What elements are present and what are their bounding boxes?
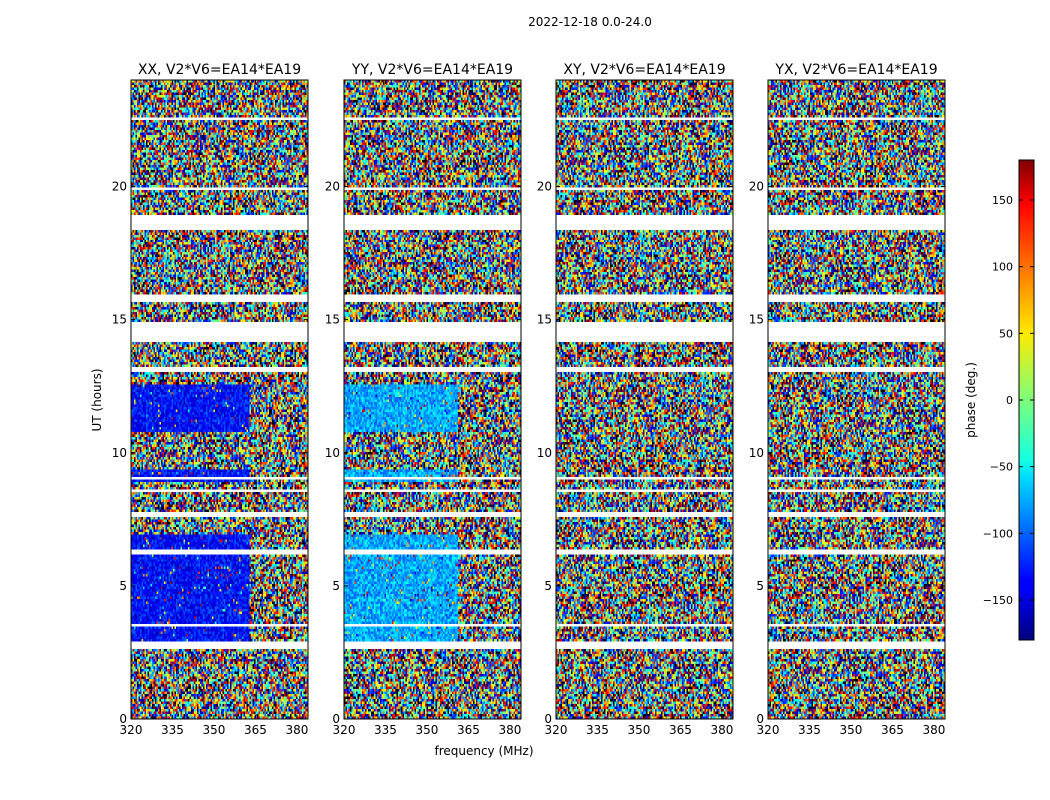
y-tick-label: 5 bbox=[332, 579, 340, 593]
x-tick-label: 365 bbox=[457, 723, 480, 737]
panel-title: XY, V2*V6=EA14*EA19 bbox=[563, 62, 725, 78]
y-tick-label: 15 bbox=[749, 313, 764, 327]
y-tick-label: 0 bbox=[756, 712, 764, 726]
x-tick-label: 335 bbox=[374, 723, 397, 737]
x-tick-label: 380 bbox=[710, 723, 733, 737]
y-tick-label: 0 bbox=[332, 712, 340, 726]
y-tick-label: 0 bbox=[544, 712, 552, 726]
panel-title: XX, V2*V6=EA14*EA19 bbox=[138, 62, 301, 78]
y-tick-label: 20 bbox=[749, 180, 764, 194]
x-tick-label: 350 bbox=[628, 723, 651, 737]
y-tick-label: 5 bbox=[119, 579, 127, 593]
x-tick-label: 365 bbox=[244, 723, 267, 737]
colorbar-ticks: 150 100 50 0 −50 −100 −150 bbox=[983, 194, 1034, 607]
y-tick-label: 0 bbox=[119, 712, 127, 726]
colorbar-tick-label: −50 bbox=[990, 461, 1013, 474]
phase-heatmap bbox=[344, 80, 521, 719]
y-tick-label: 5 bbox=[544, 579, 552, 593]
y-tick-label: 10 bbox=[325, 446, 340, 460]
phase-heatmap bbox=[131, 80, 308, 719]
x-tick-label: 350 bbox=[840, 723, 863, 737]
panel-title: YY, V2*V6=EA14*EA19 bbox=[351, 62, 513, 78]
colorbar-tick-label: 0 bbox=[1006, 394, 1013, 407]
y-tick-label: 20 bbox=[537, 180, 552, 194]
x-tick-label: 320 bbox=[333, 723, 356, 737]
colorbar-tick-label: 150 bbox=[992, 194, 1013, 207]
figure-suptitle: 2022-12-18 0.0-24.0 bbox=[528, 15, 652, 29]
x-tick-label: 365 bbox=[881, 723, 904, 737]
panel-3: XY, V2*V6=EA14*EA19 320 335 350 365 380 0 5 10 15… bbox=[537, 62, 734, 737]
colorbar-label: phase (deg.) bbox=[964, 362, 978, 438]
x-tick-label: 380 bbox=[922, 723, 945, 737]
colorbar-tick-label: −150 bbox=[983, 594, 1013, 607]
x-tick-label: 335 bbox=[161, 723, 184, 737]
axes-frame bbox=[343, 79, 522, 720]
x-tick-label: 320 bbox=[757, 723, 780, 737]
y-tick-label: 10 bbox=[112, 446, 127, 460]
x-tick-label: 350 bbox=[416, 723, 439, 737]
y-tick-label: 15 bbox=[325, 313, 340, 327]
x-tick-label: 320 bbox=[545, 723, 568, 737]
y-tick-label: 20 bbox=[325, 180, 340, 194]
panel-title: YX, V2*V6=EA14*EA19 bbox=[774, 62, 937, 78]
phase-heatmap bbox=[768, 80, 945, 719]
phase-heatmap bbox=[556, 80, 733, 719]
y-tick-label: 5 bbox=[756, 579, 764, 593]
y-tick-label: 15 bbox=[112, 313, 127, 327]
x-tick-label: 320 bbox=[120, 723, 143, 737]
x-tick-label: 335 bbox=[798, 723, 821, 737]
y-tick-label: 15 bbox=[537, 313, 552, 327]
panel-1: XX, V2*V6=EA14*EA19 320 335 350 365 380 0 5 10 15… bbox=[112, 62, 309, 737]
axes-frame bbox=[767, 79, 946, 720]
x-tick-label: 365 bbox=[669, 723, 692, 737]
y-axis-label: UT (hours) bbox=[90, 368, 104, 431]
x-tick-label: 335 bbox=[586, 723, 609, 737]
axes-frame bbox=[555, 79, 734, 720]
colorbar-tick-label: 50 bbox=[999, 327, 1013, 340]
colorbar-tick-label: 100 bbox=[992, 261, 1013, 274]
y-tick-label: 10 bbox=[749, 446, 764, 460]
colorbar: 150 100 50 0 −50 −100 −150 phase (deg.) bbox=[964, 159, 1035, 641]
y-tick-label: 10 bbox=[537, 446, 552, 460]
x-tick-label: 380 bbox=[498, 723, 521, 737]
x-tick-label: 350 bbox=[203, 723, 226, 737]
panels: XX, V2*V6=EA14*EA19 320 335 350 365 380 0 5 10 15… bbox=[112, 62, 946, 737]
axes-frame bbox=[130, 79, 309, 720]
panel-2: YY, V2*V6=EA14*EA19 320 335 350 365 380 0 5 10 15… bbox=[325, 62, 522, 737]
x-tick-label: 380 bbox=[285, 723, 308, 737]
panel-4: YX, V2*V6=EA14*EA19 320 335 350 365 380 0 5 10 15… bbox=[749, 62, 946, 737]
y-tick-label: 20 bbox=[112, 180, 127, 194]
x-axis-label: frequency (MHz) bbox=[434, 744, 533, 758]
colorbar-tick-label: −100 bbox=[983, 527, 1013, 540]
